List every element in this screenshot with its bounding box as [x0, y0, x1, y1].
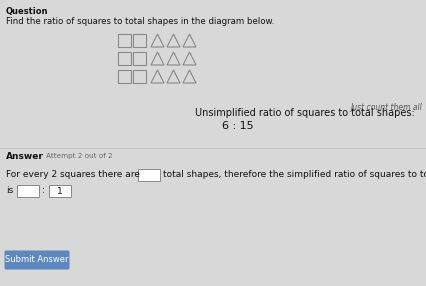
- Polygon shape: [183, 70, 196, 83]
- Text: Find the ratio of squares to total shapes in the diagram below.: Find the ratio of squares to total shape…: [6, 17, 274, 26]
- Polygon shape: [183, 34, 196, 47]
- Polygon shape: [167, 52, 180, 65]
- Text: Just count them all: Just count them all: [349, 103, 421, 112]
- Text: Submit Answer: Submit Answer: [5, 255, 69, 265]
- Text: Unsimplified ratio of squares to total shapes:: Unsimplified ratio of squares to total s…: [195, 108, 414, 118]
- Text: 1: 1: [57, 186, 63, 196]
- Text: Attempt 2 out of 2: Attempt 2 out of 2: [46, 153, 112, 159]
- Text: is: is: [6, 186, 13, 195]
- Polygon shape: [151, 34, 164, 47]
- FancyBboxPatch shape: [17, 185, 39, 197]
- Bar: [118, 52, 131, 65]
- Polygon shape: [167, 34, 180, 47]
- Bar: [132, 52, 146, 65]
- FancyBboxPatch shape: [49, 185, 71, 197]
- Text: :: :: [42, 186, 45, 195]
- Bar: [118, 70, 131, 83]
- Polygon shape: [183, 52, 196, 65]
- Text: Question: Question: [6, 7, 49, 16]
- Polygon shape: [167, 70, 180, 83]
- FancyBboxPatch shape: [5, 251, 69, 269]
- Text: total shapes, therefore the simplified ratio of squares to total shap: total shapes, therefore the simplified r…: [163, 170, 426, 179]
- Text: 6 : 15: 6 : 15: [222, 121, 253, 131]
- Bar: [132, 70, 146, 83]
- Polygon shape: [151, 70, 164, 83]
- Polygon shape: [151, 52, 164, 65]
- FancyBboxPatch shape: [138, 169, 160, 181]
- Bar: [132, 34, 146, 47]
- Bar: [118, 34, 131, 47]
- Text: Answer: Answer: [6, 152, 44, 161]
- Text: For every 2 squares there are: For every 2 squares there are: [6, 170, 140, 179]
